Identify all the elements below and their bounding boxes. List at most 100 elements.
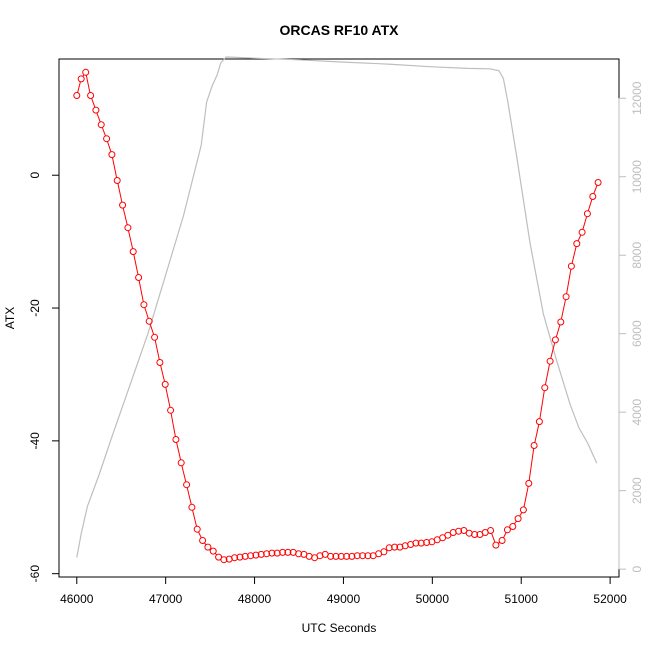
atx-data-point — [364, 552, 372, 560]
atx-line-segment — [144, 307, 149, 319]
atx-data-point — [385, 544, 393, 552]
atx-line-segment — [101, 127, 106, 137]
atx-line-segment — [555, 324, 561, 338]
atx-data-point — [145, 317, 153, 325]
atx-data-point — [380, 548, 388, 556]
atx-data-point — [359, 552, 367, 560]
atx-line-segment — [91, 98, 96, 108]
atx-data-point — [220, 556, 228, 564]
atx-data-point — [204, 543, 212, 551]
atx-data-point — [119, 201, 127, 209]
atx-data-point — [471, 531, 479, 538]
atx-data-point — [268, 549, 276, 557]
atx-line-segment — [128, 230, 134, 249]
atx-data-point — [188, 503, 196, 511]
atx-line-segment — [170, 413, 176, 437]
atx-line-segment — [165, 387, 171, 408]
atx-line-segment — [550, 342, 556, 359]
atx-data-point — [348, 552, 356, 560]
atx-data-point — [391, 543, 399, 551]
atx-line-segment — [107, 141, 112, 152]
atx-data-point — [161, 380, 169, 388]
atx-data-point — [273, 549, 281, 557]
atx-data-point — [247, 552, 255, 560]
atx-data-point — [279, 548, 287, 556]
atx-data-point — [193, 525, 201, 533]
atx-line-segment — [149, 324, 155, 335]
atx-line-segment — [85, 75, 91, 93]
atx-data-point — [487, 527, 495, 534]
atx-data-point — [113, 177, 121, 184]
x-tick-label: 51000 — [505, 592, 539, 606]
atx-series — [73, 68, 602, 564]
atx-data-point — [97, 121, 105, 129]
x-axis: 46000 47000 48000 49000 50000 51000 52000 — [60, 576, 627, 606]
atx-line-segment — [544, 364, 550, 385]
atx-data-point — [92, 106, 100, 114]
atx-line-segment — [198, 531, 202, 539]
x-tick-label: 52000 — [593, 592, 627, 606]
atx-line-segment — [176, 442, 182, 461]
atx-line-segment — [192, 510, 197, 527]
atx-data-point — [337, 552, 345, 560]
atx-data-point — [509, 523, 517, 530]
atx-data-point — [82, 68, 90, 76]
atx-line-segment — [122, 207, 128, 225]
atx-data-point — [417, 539, 425, 547]
atx-data-point — [295, 550, 303, 558]
atx-data-point — [140, 301, 148, 309]
atx-data-point — [353, 552, 361, 560]
atx-data-point — [423, 539, 431, 546]
atx-data-point — [535, 418, 543, 426]
secondary-y-tick-label: 0 — [630, 565, 644, 572]
atx-data-point — [498, 537, 506, 544]
atx-data-point — [73, 92, 81, 99]
atx-line-segment — [560, 299, 566, 320]
atx-data-point — [525, 479, 533, 487]
x-tick-label: 48000 — [238, 592, 272, 606]
atx-data-point — [77, 75, 85, 83]
atx-data-point — [167, 406, 175, 414]
atx-data-point — [562, 293, 570, 301]
atx-data-point — [209, 547, 217, 555]
atx-line-segment — [133, 254, 139, 275]
atx-data-point — [460, 527, 468, 534]
x-tick-label: 47000 — [149, 592, 183, 606]
secondary-series — [76, 56, 598, 558]
atx-data-point — [135, 274, 143, 281]
atx-data-point — [183, 481, 191, 489]
y-tick-label: -20 — [28, 299, 42, 317]
y-tick-label: -40 — [28, 432, 42, 450]
secondary-y-tick-label: 10000 — [630, 160, 644, 194]
chart-title: ORCAS RF10 ATX — [279, 22, 399, 38]
atx-line-segment — [181, 465, 187, 482]
secondary-y-tick-label: 6000 — [630, 320, 644, 347]
secondary-y-tick-label: 2000 — [630, 477, 644, 504]
atx-data-point — [455, 527, 463, 535]
atx-line-segment — [513, 520, 517, 525]
atx-line-segment — [534, 424, 540, 443]
atx-data-point — [177, 459, 185, 467]
atx-data-point — [332, 552, 340, 560]
secondary-y-tick-label: 8000 — [630, 242, 644, 269]
atx-data-point — [578, 228, 586, 236]
x-tick-label: 49000 — [327, 592, 361, 606]
atx-data-point — [263, 550, 271, 558]
y-tick-label: 0 — [28, 172, 42, 179]
atx-data-point — [492, 541, 500, 549]
atx-data-point — [557, 318, 565, 326]
atx-data-point — [594, 179, 602, 186]
atx-line-segment — [582, 216, 588, 230]
atx-line-segment — [117, 183, 123, 203]
y-tick-label: -60 — [28, 565, 42, 583]
atx-data-point — [236, 553, 244, 561]
atx-data-point — [241, 552, 249, 560]
atx-line-segment — [154, 340, 160, 360]
atx-data-point — [519, 506, 527, 514]
secondary-series-line — [76, 56, 598, 558]
x-axis-label: UTC Seconds — [302, 621, 377, 635]
x-tick-label: 50000 — [416, 592, 450, 606]
atx-data-point — [343, 552, 351, 560]
atx-data-point — [129, 248, 137, 256]
atx-line-segment — [186, 487, 192, 505]
